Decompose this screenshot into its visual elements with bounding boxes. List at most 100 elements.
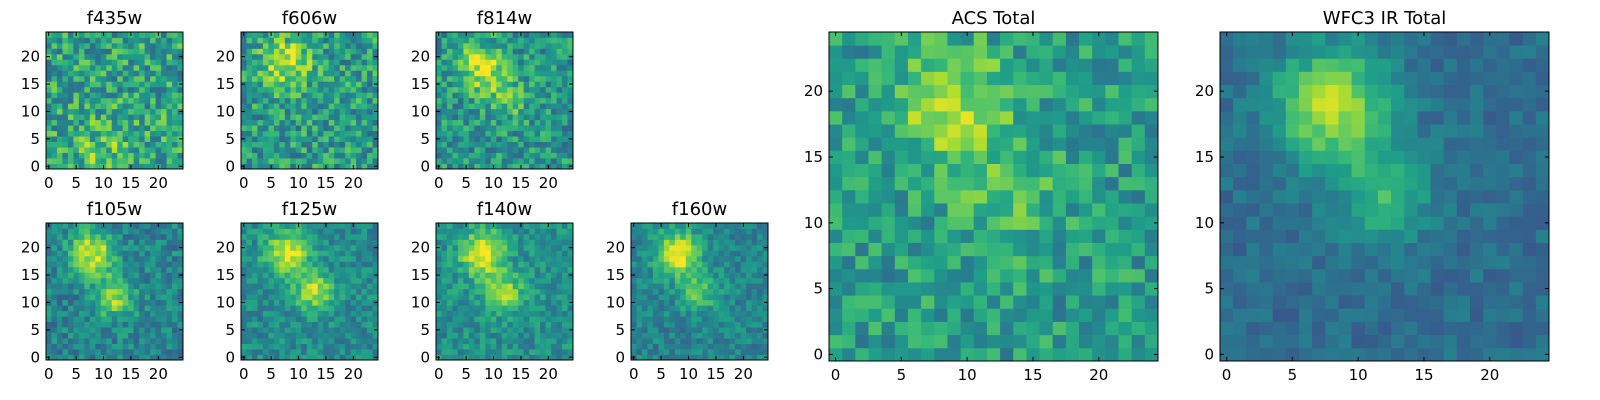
heatmap-cell [485, 81, 492, 88]
heatmap-cell [361, 92, 368, 99]
heatmap-cell [452, 37, 459, 44]
heatmap-cell [534, 163, 541, 170]
heatmap-cell [529, 261, 536, 268]
axes-frame [630, 222, 769, 361]
heatmap-cell [452, 158, 459, 164]
heatmap-cell [89, 152, 96, 159]
heatmap-cell [161, 266, 167, 273]
heatmap-cell [1105, 163, 1119, 178]
heatmap-cell [496, 272, 503, 279]
heatmap-cell [67, 233, 74, 240]
heatmap-cell [474, 158, 481, 164]
heatmap-cell [317, 332, 324, 339]
heatmap-cell [100, 316, 107, 323]
heatmap-cell [139, 294, 146, 301]
heatmap-cell [441, 59, 448, 66]
heatmap-cell [545, 332, 552, 339]
heatmap-cell [273, 272, 280, 279]
heatmap-cell [729, 266, 736, 273]
heatmap-cell [241, 343, 247, 350]
heatmap-cell [312, 294, 319, 301]
heatmap-cell [323, 332, 330, 339]
heatmap-cell [973, 347, 988, 362]
heatmap-cell [317, 32, 324, 38]
heatmap-cell [436, 70, 442, 77]
heatmap-cell [144, 103, 151, 110]
heatmap-cell [273, 354, 280, 361]
heatmap-cell [490, 152, 497, 159]
heatmap-cell [567, 152, 574, 159]
heatmap-cell [312, 163, 319, 170]
heatmap-cell [350, 125, 357, 132]
heatmap-cell [257, 343, 264, 350]
heatmap-cell [106, 152, 113, 159]
heatmap-cell [652, 294, 659, 301]
heatmap-cell [757, 228, 763, 235]
heatmap-cell [724, 239, 731, 246]
heatmap-cell [556, 255, 563, 262]
heatmap-cell [172, 163, 178, 170]
heatmap-cell [150, 343, 156, 350]
heatmap-cell [301, 310, 308, 317]
heatmap-cell [562, 332, 568, 339]
heatmap-cell [161, 261, 167, 268]
heatmap-cell [128, 255, 135, 262]
heatmap-cell [279, 244, 286, 251]
heatmap-cell [100, 327, 107, 333]
heatmap-cell [306, 136, 313, 142]
heatmap-cell [350, 152, 357, 159]
heatmap-cell [441, 97, 448, 104]
heatmap-cell [479, 130, 486, 137]
heatmap-cell [95, 125, 102, 132]
heatmap-cell [334, 305, 341, 312]
heatmap-cell [540, 244, 546, 251]
heatmap-cell [155, 97, 162, 104]
heatmap-cell [144, 75, 151, 82]
heatmap-cell [62, 332, 69, 339]
heatmap-cell [339, 103, 346, 110]
heatmap-cell [652, 327, 659, 333]
heatmap-cell [658, 332, 665, 339]
heatmap-cell [117, 255, 124, 262]
heatmap-cell [273, 108, 280, 115]
heatmap-cell [1118, 308, 1133, 322]
heatmap-cell [241, 294, 247, 301]
heatmap-cell [496, 338, 503, 344]
heatmap-cell [479, 349, 486, 355]
heatmap-cell [534, 130, 541, 137]
heatmap-cell [647, 332, 654, 339]
heatmap-cell [529, 37, 536, 44]
heatmap-cell [446, 277, 453, 284]
heatmap-cell [669, 261, 676, 268]
heatmap-cell [762, 338, 769, 344]
heatmap-cell [251, 283, 258, 290]
heatmap-cell [441, 130, 448, 137]
heatmap-cell [306, 92, 313, 99]
heatmap-cell [691, 332, 698, 339]
heatmap-cell [241, 266, 247, 273]
heatmap-cell [161, 233, 167, 240]
heatmap-cell [62, 343, 69, 350]
heatmap-cell [762, 305, 769, 312]
y-tick-label: 0 [225, 348, 235, 366]
heatmap-cell [446, 119, 453, 126]
heatmap-cell [1039, 203, 1054, 217]
heatmap-cell [257, 349, 264, 355]
heatmap-cell [106, 261, 113, 268]
heatmap-cell [960, 255, 975, 270]
heatmap-cell [328, 288, 335, 295]
heatmap-cell [907, 176, 922, 191]
heatmap-cell [1026, 308, 1040, 322]
heatmap-cell [301, 125, 308, 132]
heatmap-cell [144, 136, 151, 142]
heatmap-cell [1105, 334, 1119, 349]
heatmap-cell [507, 354, 514, 361]
heatmap-cell [155, 277, 162, 284]
heatmap-cell [323, 48, 330, 55]
heatmap-cell [339, 48, 346, 55]
heatmap-cell [746, 239, 752, 246]
y-tick-label: 5 [225, 321, 235, 339]
heatmap-cell [279, 158, 286, 164]
heatmap-cell [284, 53, 291, 60]
heatmap-cell [496, 158, 503, 164]
